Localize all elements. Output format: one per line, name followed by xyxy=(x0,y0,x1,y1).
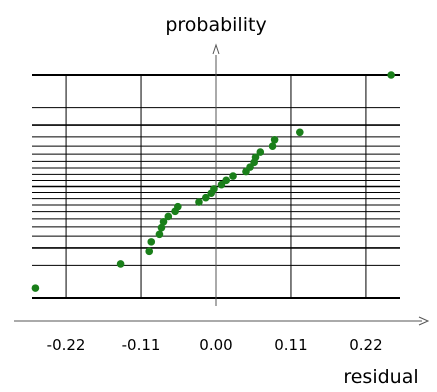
x-tick-label: 0.11 xyxy=(274,336,307,354)
data-point xyxy=(147,238,156,246)
data-point xyxy=(145,247,154,256)
data-point xyxy=(229,172,237,180)
data-point xyxy=(195,198,203,206)
data-point xyxy=(174,202,182,211)
data-point xyxy=(270,136,279,144)
data-point xyxy=(116,260,125,268)
data-point xyxy=(157,223,166,232)
x-tick-label: -0.11 xyxy=(122,336,161,354)
x-tick-label: 0.22 xyxy=(349,336,382,354)
data-point xyxy=(155,230,164,239)
data-point xyxy=(256,148,265,156)
data-point xyxy=(387,71,395,79)
x-tick-label: -0.22 xyxy=(47,336,86,354)
data-point xyxy=(164,212,173,221)
axes xyxy=(14,43,430,326)
data-point xyxy=(201,193,210,202)
data-point xyxy=(296,128,304,137)
y-axis-arrow-icon xyxy=(212,43,220,55)
data-point xyxy=(251,153,260,162)
x-axis-label: residual xyxy=(343,366,418,388)
data-point xyxy=(31,284,40,292)
y-axis-label: probability xyxy=(165,14,266,36)
data-point xyxy=(210,185,218,193)
data-point xyxy=(222,176,231,185)
data-point xyxy=(159,217,168,226)
data-point xyxy=(268,142,277,150)
x-axis-arrow-icon xyxy=(418,316,430,326)
data-points xyxy=(31,71,395,292)
x-ticks: -0.22 -0.11 0.00 0.11 0.22 xyxy=(47,336,383,354)
x-tick-label: 0.00 xyxy=(199,336,232,354)
